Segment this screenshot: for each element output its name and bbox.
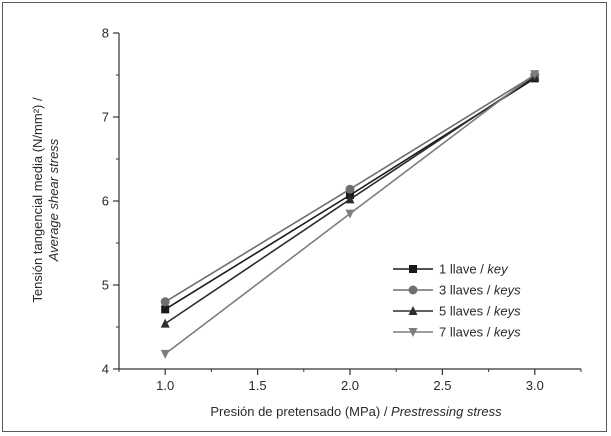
data-point [160,297,170,307]
data-point [345,184,355,194]
data-point [345,209,355,219]
data-point [530,70,540,80]
legend-marker [408,328,418,337]
legend-label-main: 7 llaves / [439,325,494,340]
legend-label: 7 llaves / keys [439,325,521,340]
x-tick-label: 2.0 [341,378,359,393]
legend-label: 3 llaves / keys [439,283,521,298]
legend-entry-4: 7 llaves / keys [393,325,521,340]
legend-label-italic: keys [494,283,521,298]
legend-label-main: 5 llaves / [439,304,494,319]
y-tick-label: 6 [102,194,109,209]
series-layer [160,70,540,359]
x-axis-title-main: Presión de pretensado (MPa) / [210,404,391,419]
legend-entry-1: 1 llave / key [393,262,509,277]
series-4 [160,70,540,359]
axes: 1.0 1.5 2.0 2.5 3.0 4 5 6 7 8 [102,26,582,393]
x-tick-label: 1.5 [249,378,267,393]
y-axis-title-italic: Average shear stress [46,138,61,262]
data-point [161,305,170,314]
y-tick-label: 7 [102,110,109,125]
legend-marker [408,285,418,295]
x-tick-label: 3.0 [526,378,544,393]
x-tick-label: 1.0 [156,378,174,393]
legend-label-main: 3 llaves / [439,283,494,298]
legend-label: 1 llave / key [439,262,509,277]
data-point [160,318,170,328]
legend-label-italic: keys [494,304,521,319]
data-point [160,349,170,359]
data-point [345,194,355,204]
legend-label-italic: keys [494,325,521,340]
y-axis-title: Tensión tangencial media (N/mm²) / [30,97,45,303]
legend-label-main: 1 llave / [439,262,487,277]
legend-label: 5 llaves / keys [439,304,521,319]
x-axis-title-italic: Prestressing stress [391,404,502,419]
x-axis-title: Presión de pretensado (MPa) / Prestressi… [210,404,502,419]
y-tick-label: 5 [102,278,109,293]
series-1 [161,74,539,314]
legend-marker [408,306,418,315]
x-tick-label: 2.5 [433,378,451,393]
y-tick-label: 4 [102,362,109,377]
legend-label-italic: key [487,262,509,277]
legend-marker [409,265,417,273]
legend-entry-3: 5 llaves / keys [393,304,521,319]
y-tick-label: 8 [102,26,109,41]
legend-entry-2: 3 llaves / keys [393,283,521,298]
